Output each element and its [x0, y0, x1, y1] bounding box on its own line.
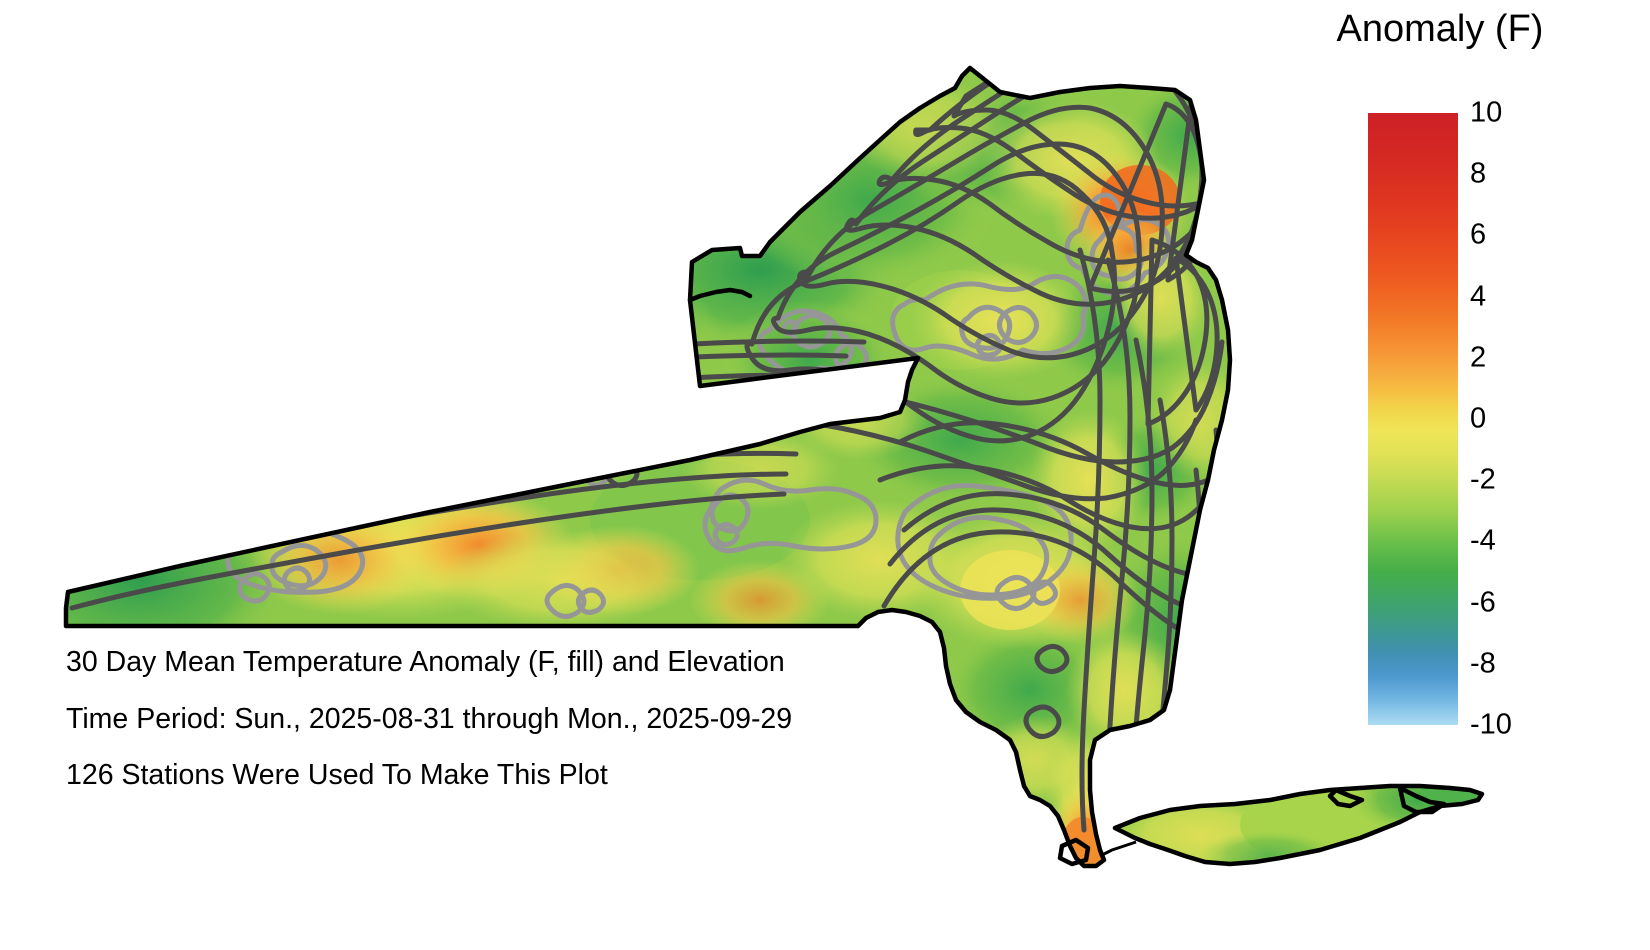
- caption-line-time-period: Time Period: Sun., 2025-08-31 through Mo…: [66, 702, 793, 735]
- colorbar-tick: 10: [1470, 96, 1503, 129]
- colorbar-tick: -10: [1470, 708, 1512, 741]
- caption-line-station-count: 126 Stations Were Used To Make This Plot: [66, 759, 608, 791]
- colorbar-tick: 2: [1470, 341, 1487, 374]
- colorbar-tick: 4: [1470, 280, 1487, 313]
- colorbar-tick: 0: [1470, 402, 1487, 435]
- colorbar-tick: -2: [1470, 463, 1496, 496]
- colorbar-title: Anomaly (F): [1336, 8, 1544, 50]
- colorbar-tick: -8: [1470, 647, 1496, 680]
- harbor-detail: [1099, 840, 1137, 858]
- colorbar: [1368, 113, 1458, 725]
- colorbar-tick: -4: [1470, 524, 1496, 557]
- caption-line-title: 30 Day Mean Temperature Anomaly (F, fill…: [66, 646, 785, 678]
- elevation-contours-high: [225, 192, 1172, 619]
- colorbar-tick-labels: 10 8 6 4 2 0 -2 -4 -6 -8 -10: [1470, 98, 1580, 739]
- caption-block: 30 Day Mean Temperature Anomaly (F, fill…: [66, 648, 966, 818]
- colorbar-tick: 8: [1470, 157, 1487, 190]
- state-outline: [63, 65, 1485, 869]
- anomaly-fill-long-island: [1115, 786, 1482, 864]
- colorbar-tick: -6: [1470, 586, 1496, 619]
- colorbar-gradient: [1368, 113, 1458, 725]
- colorbar-tick: 6: [1470, 218, 1487, 251]
